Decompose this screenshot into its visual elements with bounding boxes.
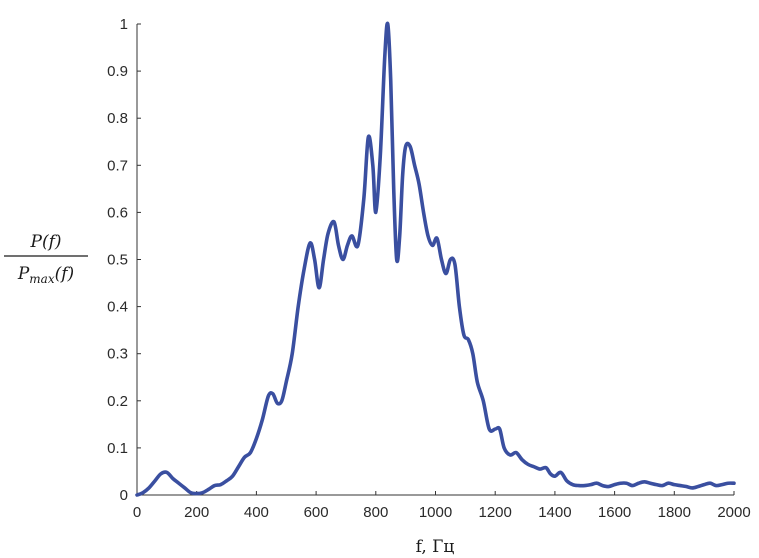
y-tick-label: 0.1 — [107, 440, 128, 457]
y-tick-label: 0.6 — [107, 204, 128, 221]
axes — [136, 24, 734, 496]
y-tick-label: 0.9 — [107, 63, 128, 80]
y-axis-title-denominator-sub: max — [29, 272, 55, 286]
y-tick-label: 0.5 — [107, 252, 128, 269]
y-axis-title-denominator-tail: (f) — [55, 264, 75, 284]
x-tick-label: 800 — [363, 504, 388, 521]
x-tick-label: 1000 — [419, 504, 452, 521]
x-tick-label: 400 — [244, 504, 269, 521]
y-axis-title-numerator: P(f) — [30, 232, 62, 252]
x-tick-label: 0 — [133, 504, 141, 521]
x-tick-label: 1400 — [538, 504, 571, 521]
y-axis-title-denominator: Pmax(f) — [17, 264, 74, 286]
x-tick-label: 600 — [304, 504, 329, 521]
x-axis-title: f, Гц — [416, 537, 455, 557]
x-tick-labels: 0 200 400 600 800 1000 1200 1400 1600 1800 2000 — [133, 491, 751, 521]
y-tick-label: 0.7 — [107, 157, 128, 174]
y-tick-label: 0.2 — [107, 393, 128, 410]
y-axis-title-denominator-main: P — [17, 264, 30, 284]
y-axis-title: P(f) Pmax(f) — [4, 232, 88, 286]
x-tick-label: 2000 — [717, 504, 750, 521]
y-tick-labels: 0 0.1 0.2 0.3 0.4 0.5 0.6 0.7 0.8 0.9 1 — [107, 16, 141, 504]
x-tick-label: 1600 — [598, 504, 631, 521]
y-tick-label: 0.3 — [107, 346, 128, 363]
y-tick-label: 0.8 — [107, 110, 128, 127]
y-tick-label: 0 — [120, 487, 128, 504]
x-tick-label: 1800 — [658, 504, 691, 521]
y-tick-label: 1 — [120, 16, 128, 33]
x-tick-label: 1200 — [479, 504, 512, 521]
y-tick-label: 0.4 — [107, 299, 128, 316]
series-layer — [135, 21, 736, 497]
series-line-0 — [135, 21, 736, 497]
x-tick-label: 200 — [184, 504, 209, 521]
